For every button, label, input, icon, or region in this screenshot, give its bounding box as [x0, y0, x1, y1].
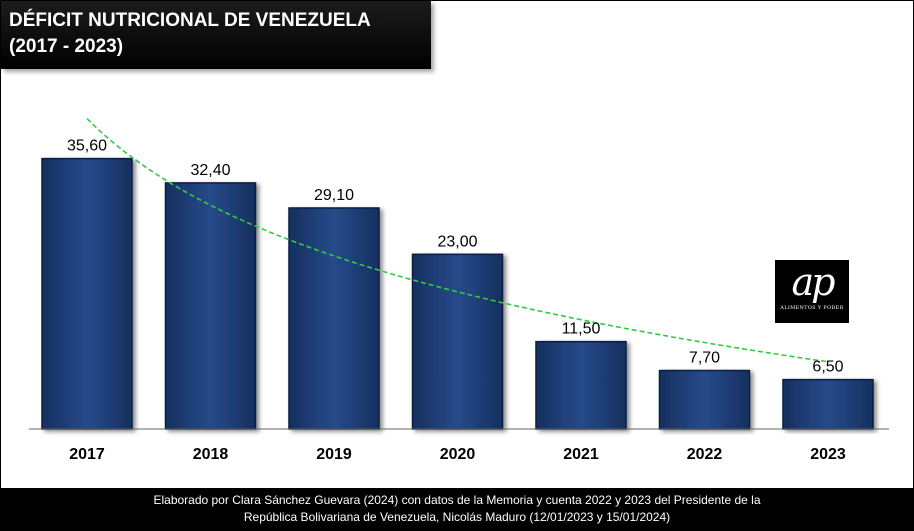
bar-2017	[41, 157, 133, 430]
value-label-2023: 6,50	[812, 359, 843, 376]
footer-line-2: República Bolivariana de Venezuela, Nico…	[243, 510, 671, 524]
chart-title: DÉFICIT NUTRICIONAL DE VENEZUELA (2017 -…	[1, 1, 431, 69]
chart-title-line-1: DÉFICIT NUTRICIONAL DE VENEZUELA	[9, 10, 371, 31]
value-label-2020: 23,00	[437, 233, 477, 250]
bar-2019	[288, 207, 380, 430]
logo-tagline: ALIMENTOS Y PODER	[780, 305, 844, 311]
value-label-2017: 35,60	[67, 138, 107, 155]
x-tick-2019: 2019	[316, 446, 352, 463]
x-tick-2021: 2021	[563, 446, 599, 463]
value-label-2021: 11,50	[562, 321, 601, 338]
trendline	[86, 118, 829, 363]
bar-2022	[658, 369, 751, 430]
bar-2018	[164, 182, 257, 430]
x-tick-2020: 2020	[440, 446, 476, 463]
x-tick-2022: 2022	[687, 446, 723, 463]
value-label-2018: 32,40	[190, 162, 230, 179]
bar-2020	[411, 253, 504, 430]
chart-title-line-2: (2017 - 2023)	[9, 36, 124, 57]
bar-chart: 35,60 32,40 29,10 23,00 11,50 7,70 6,50 2017 20…	[29, 118, 889, 463]
bar-2023	[782, 378, 874, 430]
ap-logo: ap ALIMENTOS Y PODER	[775, 260, 849, 323]
value-label-2019: 29,10	[314, 187, 354, 204]
value-label-2022: 7,70	[689, 350, 720, 367]
x-tick-2017: 2017	[69, 446, 105, 463]
x-tick-2018: 2018	[193, 446, 229, 463]
source-footer: Elaborado por Clara Sánchez Guevara (202…	[1, 488, 913, 530]
x-tick-2023: 2023	[810, 446, 846, 463]
bar-2021	[535, 340, 627, 430]
logo-mark: ap	[791, 260, 836, 304]
footer-line-1: Elaborado por Clara Sánchez Guevara (202…	[153, 493, 761, 507]
